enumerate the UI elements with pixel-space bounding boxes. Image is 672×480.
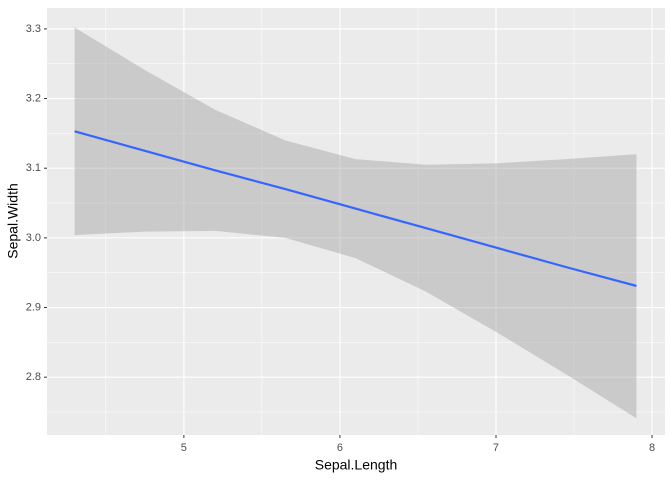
y-tick-label: 3.0 — [26, 232, 41, 244]
y-tick-label: 3.1 — [26, 162, 41, 174]
x-tick-label: 7 — [493, 442, 499, 454]
y-tick-label: 3.3 — [26, 23, 41, 35]
x-axis-title: Sepal.Length — [315, 457, 398, 473]
x-tick-label: 5 — [181, 442, 187, 454]
y-tick-label: 2.9 — [26, 301, 41, 313]
y-tick-label: 3.2 — [26, 92, 41, 104]
y-tick-label: 2.8 — [26, 371, 41, 383]
panel — [47, 8, 665, 435]
x-tick-label: 6 — [337, 442, 343, 454]
fit-line — [74, 130, 637, 287]
x-tick-label: 8 — [649, 442, 655, 454]
confidence-band — [74, 27, 637, 419]
y-axis-title: Sepal.Width — [5, 183, 21, 258]
